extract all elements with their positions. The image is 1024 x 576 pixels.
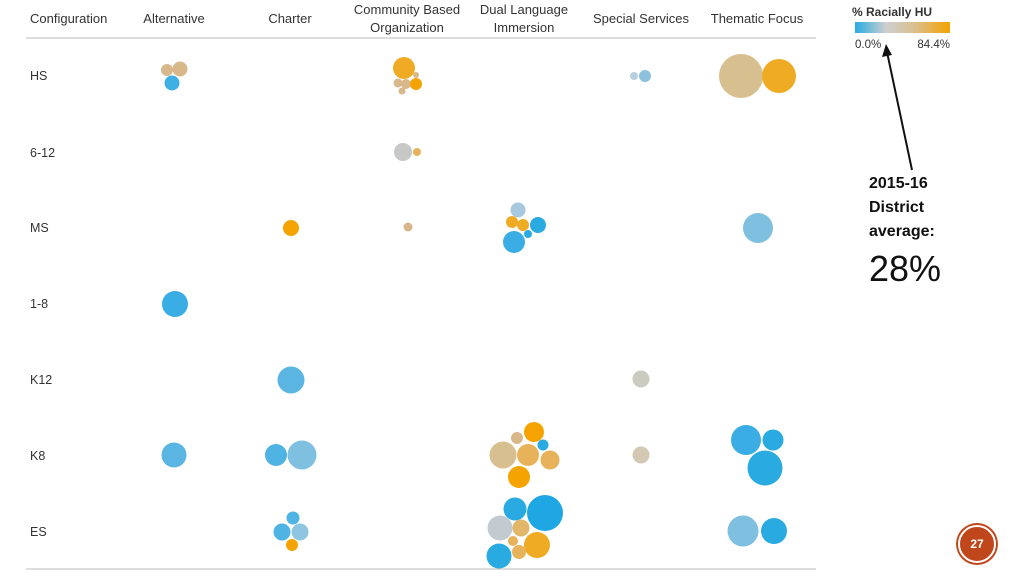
bubble [632, 370, 650, 388]
bubble [172, 61, 188, 77]
district-average-arrow [882, 44, 913, 171]
bubble [632, 446, 650, 464]
row-label-es: ES [30, 525, 47, 539]
bubble [486, 543, 512, 569]
row-label-6-12: 6-12 [30, 146, 55, 160]
bubble [393, 57, 415, 79]
bubble [162, 291, 188, 317]
bubble [273, 523, 291, 541]
legend-title: % Racially HU [852, 5, 932, 19]
bubble [508, 536, 518, 546]
bubble [512, 545, 526, 559]
bubble [731, 425, 761, 455]
arrow-head-icon [882, 44, 892, 57]
bubble [398, 87, 406, 95]
bubble [743, 213, 773, 243]
col-header-cbo-line1: Community Based [354, 2, 460, 17]
col-header-dli-line2: Immersion [494, 20, 555, 35]
bubble [517, 444, 539, 466]
district-average-annotation: 2015-16 District average: [869, 172, 935, 244]
bubble [727, 515, 759, 547]
bubble [524, 422, 544, 442]
row-label-ms: MS [30, 221, 49, 235]
color-legend: % Racially HU 0.0% 84.4% [852, 5, 950, 51]
bubble [506, 216, 518, 228]
bubble [537, 439, 549, 451]
row-label-1-8: 1-8 [30, 297, 48, 311]
bubble [503, 497, 527, 521]
legend-max-label: 84.4% [917, 39, 950, 51]
district-average-value: 28% [869, 248, 942, 289]
arrow-shaft [886, 51, 913, 171]
header-configuration: Configuration [30, 11, 107, 26]
bubble [164, 75, 180, 91]
column-headers: Configuration Alternative Charter Commun… [30, 2, 804, 35]
bubble [403, 222, 413, 232]
col-header-charter: Charter [268, 11, 312, 26]
bubble [401, 79, 411, 89]
col-header-special-services: Special Services [593, 11, 690, 26]
bubble [286, 511, 300, 525]
row-label-hs: HS [30, 69, 47, 83]
bubble [530, 217, 546, 233]
bubble [287, 440, 317, 470]
bubble [291, 523, 309, 541]
bubble [161, 64, 173, 76]
bubble [503, 231, 525, 253]
bubble [410, 78, 422, 90]
bubble [277, 366, 305, 394]
page-number-badge: 27 [958, 525, 996, 563]
bubble [511, 432, 523, 444]
bubble [413, 72, 419, 78]
bubble [762, 429, 784, 451]
bubble [540, 450, 560, 470]
bubble [512, 519, 530, 537]
bubble [508, 466, 530, 488]
bubble [524, 532, 550, 558]
bubble [510, 202, 526, 218]
bubble [524, 230, 532, 238]
bubble [394, 143, 412, 161]
bubble [413, 148, 421, 156]
bubble [487, 515, 513, 541]
bubble [517, 219, 529, 231]
annotation-line-year: 2015-16 [869, 175, 928, 192]
bubble [286, 539, 298, 551]
bubble [283, 220, 299, 236]
col-header-thematic-focus: Thematic Focus [711, 11, 804, 26]
bubble [489, 441, 517, 469]
row-label-k8: K8 [30, 449, 45, 463]
col-header-dli-line1: Dual Language [480, 2, 568, 17]
bubble [747, 450, 783, 486]
bubble [761, 518, 787, 544]
bubble [639, 70, 651, 82]
annotation-line-district: District [869, 199, 925, 216]
bubble [161, 442, 187, 468]
bubble [393, 78, 403, 88]
bubble [630, 72, 638, 80]
annotation-line-average: average: [869, 223, 935, 240]
legend-gradient-bar [855, 22, 950, 33]
row-label-k12: K12 [30, 373, 52, 387]
col-header-cbo-line2: Organization [370, 20, 444, 35]
bubble-layer [161, 54, 796, 569]
row-labels: HS 6-12 MS 1-8 K12 K8 ES [30, 69, 55, 539]
bubble [762, 59, 796, 93]
bubble [527, 495, 563, 531]
bubble [265, 444, 287, 466]
col-header-alternative: Alternative [143, 11, 204, 26]
legend-min-label: 0.0% [855, 39, 881, 51]
bubble [719, 54, 763, 98]
